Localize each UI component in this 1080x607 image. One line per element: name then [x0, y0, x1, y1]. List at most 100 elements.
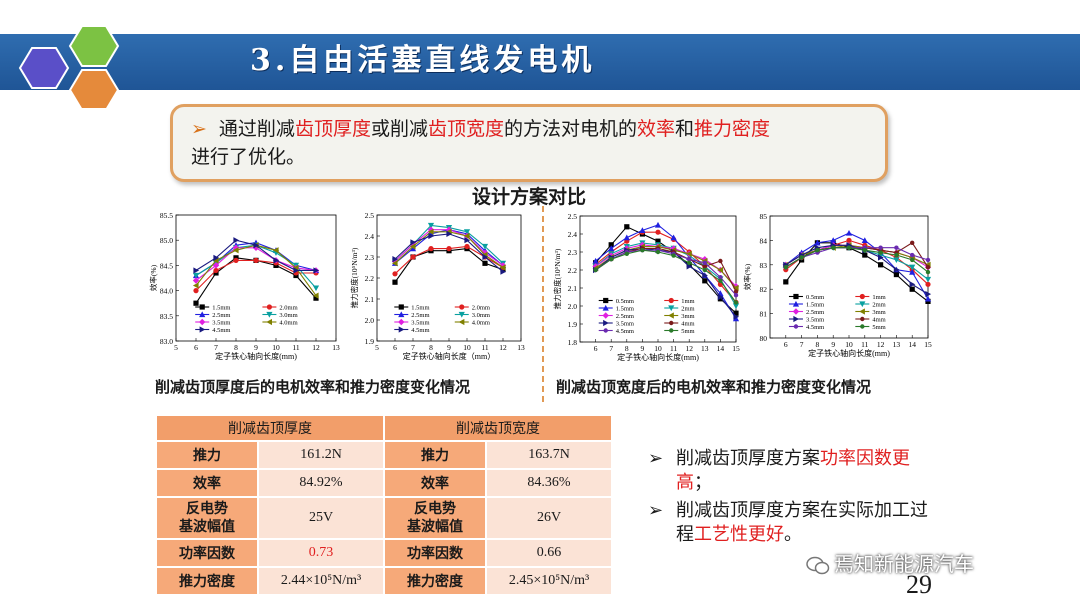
- summary-callout: ➢ 通过削减齿顶厚度或削减齿顶宽度的方法对电机的效率和推力密度 进行了优化。: [170, 104, 888, 182]
- legend-marker: [199, 311, 206, 318]
- data-point: [717, 266, 723, 274]
- header-bar: [0, 34, 1080, 90]
- y-tick-label: 81: [760, 310, 768, 319]
- row-label: 推力: [385, 442, 485, 468]
- data-point: [733, 310, 739, 316]
- conclusion-list: ➢ 削减齿顶厚度方案功率因数更高； ➢ 削减齿顶厚度方案在实际加工过程工艺性更好。: [648, 447, 938, 551]
- cell-value: 25V: [259, 498, 383, 538]
- legend-label: 5mm: [681, 328, 694, 335]
- series-line: [785, 232, 929, 300]
- data-point: [783, 265, 788, 270]
- data-point: [893, 266, 900, 273]
- legend-label: 3.5mm: [411, 320, 429, 327]
- data-point: [687, 257, 692, 262]
- legend-item: 4.0mm: [262, 318, 298, 327]
- text-part: ；: [694, 472, 712, 493]
- table-row: 功率因数 0.73 功率因数 0.66: [157, 540, 611, 566]
- x-tick-label: 11: [481, 343, 488, 352]
- x-tick-label: 6: [594, 344, 598, 353]
- data-point: [253, 242, 260, 249]
- data-point: [733, 293, 739, 298]
- data-point: [671, 253, 676, 258]
- data-point: [624, 224, 630, 230]
- highlight-text: 工艺性更好: [694, 524, 784, 545]
- legend-marker: [199, 326, 206, 333]
- legend-label: 1.5mm: [616, 306, 634, 313]
- x-tick-label: 7: [609, 344, 613, 353]
- legend-label: 4.0mm: [279, 320, 297, 327]
- legend-marker: [669, 328, 674, 333]
- data-point: [213, 267, 219, 274]
- series-line: [785, 247, 929, 273]
- y-tick-label: 2.3: [568, 248, 578, 257]
- legend-marker: [398, 304, 404, 310]
- legend-item: 4mm: [664, 321, 695, 328]
- legend-label: 3.5mm: [212, 320, 230, 327]
- legend-label: 3.5mm: [616, 321, 634, 328]
- legend-item: 3mm: [664, 312, 695, 320]
- x-tick-label: 12: [312, 343, 320, 352]
- legend-item: 0.5mm: [598, 297, 634, 305]
- legend-item: 2mm: [664, 305, 695, 313]
- legend-label: 3.0mm: [279, 312, 297, 319]
- data-point: [718, 258, 723, 264]
- data-point: [718, 275, 723, 280]
- data-point: [732, 303, 740, 310]
- data-point: [482, 260, 488, 266]
- data-point: [910, 257, 915, 263]
- legend-label: 2mm: [872, 302, 885, 309]
- y-axis-label: 效率(%): [742, 263, 752, 290]
- x-tick-label: 12: [499, 343, 507, 352]
- series-line: [595, 244, 737, 287]
- legend-item: 3mm: [855, 308, 886, 316]
- data-point: [845, 229, 853, 236]
- table-row: 推力密度 2.44×10⁵N/m³ 推力密度 2.45×10⁵N/m³: [157, 568, 611, 594]
- data-point: [499, 264, 506, 271]
- text-part: 进行了优化。: [191, 146, 306, 168]
- data-point: [893, 271, 899, 278]
- legend-label: 3.0mm: [472, 312, 490, 319]
- data-point: [427, 228, 434, 235]
- table-row: 推力 161.2N 推力 163.7N: [157, 442, 611, 468]
- series-line: [595, 242, 737, 307]
- highlight-text: 推力密度: [694, 118, 771, 140]
- legend-label: 2.5mm: [806, 309, 824, 316]
- data-point: [392, 271, 398, 277]
- data-point: [312, 285, 320, 292]
- legend-marker: [458, 311, 465, 318]
- legend-item: 1.5mm: [195, 304, 230, 312]
- x-tick-label: 15: [924, 340, 932, 349]
- row-label: 效率: [385, 470, 485, 496]
- data-point: [193, 267, 200, 274]
- x-tick-label: 6: [393, 343, 397, 352]
- data-point: [909, 269, 916, 275]
- legend-label: 3.5mm: [806, 317, 824, 324]
- data-point: [409, 243, 416, 250]
- table-row: 反电势 基波幅值 25V 反电势 基波幅值 26V: [157, 498, 611, 538]
- legend-marker: [792, 300, 800, 307]
- data-point: [924, 276, 932, 283]
- legend-item: 1.5mm: [788, 300, 824, 309]
- data-point: [717, 293, 724, 301]
- data-point: [409, 245, 417, 252]
- data-point: [499, 262, 507, 269]
- legend-label: 2.0mm: [279, 305, 297, 312]
- data-point: [655, 229, 661, 235]
- x-tick-label: 13: [701, 344, 709, 353]
- data-point: [702, 272, 708, 279]
- data-point: [392, 279, 398, 285]
- series-line: [595, 224, 737, 319]
- data-point: [878, 245, 883, 250]
- legend-marker: [266, 318, 272, 326]
- legend-marker: [860, 324, 865, 329]
- legend-item: 3.5mm: [598, 319, 634, 328]
- data-point: [313, 267, 320, 274]
- data-point: [846, 237, 852, 243]
- text-part: 或削减: [370, 118, 428, 140]
- legend-label: 3mm: [872, 309, 885, 316]
- legend-item: 4mm: [855, 317, 886, 324]
- arrow-bullet-icon: ➢: [648, 500, 664, 521]
- series-4.0mm: [391, 228, 506, 271]
- cell-value: 84.92%: [259, 470, 383, 496]
- row-label: 效率: [157, 470, 257, 496]
